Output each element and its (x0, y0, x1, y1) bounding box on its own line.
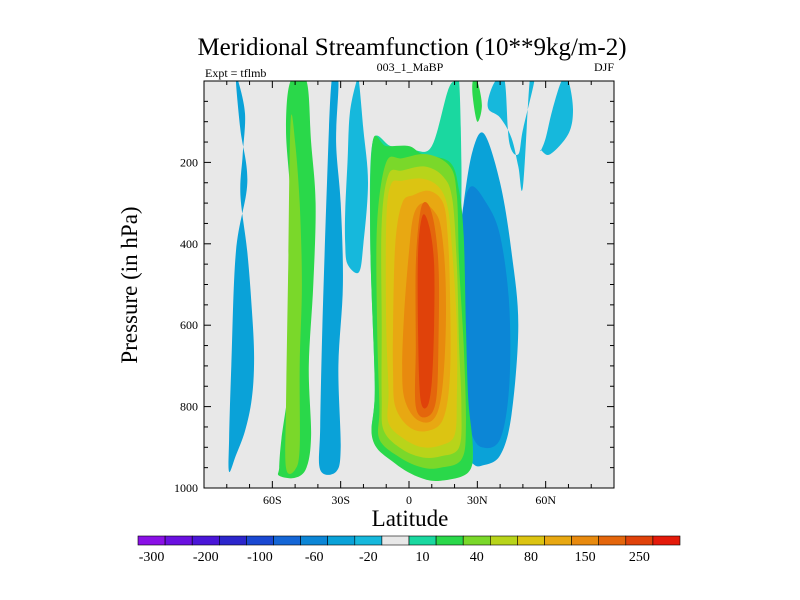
y-tick-label: 800 (180, 400, 198, 414)
contour-sh-high-lat-cell (228, 81, 255, 473)
x-tick-label: 30N (467, 493, 488, 507)
colorbar-label: 40 (470, 550, 484, 565)
colorbar-swatch (327, 535, 356, 546)
colorbar-swatch (300, 535, 329, 546)
contour-hadley-250 (417, 214, 435, 409)
colorbar-swatch (462, 535, 491, 546)
colorbar-swatch (137, 535, 166, 546)
colorbar-label: 250 (629, 550, 650, 565)
colorbar-swatch (517, 535, 545, 546)
colorbar-swatch (571, 535, 599, 546)
colorbar-swatch (246, 535, 274, 546)
colorbar-swatch (191, 535, 220, 546)
colorbar: -300 -200 -100 -60 -20 10 40 80 150 250 (137, 535, 681, 565)
colorbar-swatch (164, 535, 193, 546)
y-tick-label: 600 (180, 318, 198, 332)
colorbar-swatch (408, 535, 437, 546)
experiment-label: Expt = tflmb (205, 66, 266, 80)
colorbar-swatch (489, 535, 518, 546)
colorbar-swatch (652, 535, 681, 546)
colorbar-swatch (625, 535, 654, 546)
colorbar-swatch (219, 535, 247, 546)
contour-nh-cell-blue-core (458, 186, 511, 449)
season-label: DJF (594, 60, 614, 74)
colorbar-label: 80 (524, 550, 538, 565)
y-axis-label: Pressure (in hPa) (117, 206, 142, 363)
contour-nh-upper-band (487, 81, 535, 191)
contour-nh-sliver (472, 81, 482, 122)
colorbar-label: -100 (247, 550, 273, 565)
colorbar-label: -200 (193, 550, 219, 565)
contour-nh-upper-band-2 (540, 81, 573, 155)
colorbar-label: 150 (575, 550, 596, 565)
colorbar-swatch (273, 535, 301, 546)
x-tick-label: 60S (263, 493, 282, 507)
colorbar-swatch (381, 535, 410, 546)
y-tick-label: 200 (180, 155, 198, 169)
colorbar-swatch (354, 535, 383, 546)
contour-sh-subtrop-band-a (318, 81, 343, 475)
y-tick-label: 400 (180, 237, 198, 251)
y-tick-label: 1000 (174, 481, 198, 495)
colorbar-swatch (598, 535, 627, 546)
colorbar-label: -300 (139, 550, 165, 565)
contour-sh-subtrop-band-b (344, 81, 368, 274)
x-tick-label: 0 (406, 493, 412, 507)
x-tick-label: 30S (331, 493, 350, 507)
contour-layer (228, 81, 573, 482)
colorbar-label: 10 (416, 550, 430, 565)
axes-layer: 60S 30S 0 30N 60N 200 400 600 800 1000 (174, 80, 615, 507)
x-axis-label: Latitude (372, 506, 449, 531)
colorbar-label: -60 (305, 550, 324, 565)
colorbar-swatch (435, 535, 464, 546)
case-label: 003_1_MaBP (377, 60, 444, 74)
chart-title: Meridional Streamfunction (10**9kg/m-2) (197, 34, 626, 61)
colorbar-label: -20 (359, 550, 378, 565)
x-tick-label: 60N (535, 493, 556, 507)
contour-sh-mid-lat-green-core (285, 114, 302, 474)
colorbar-swatch (544, 535, 572, 546)
